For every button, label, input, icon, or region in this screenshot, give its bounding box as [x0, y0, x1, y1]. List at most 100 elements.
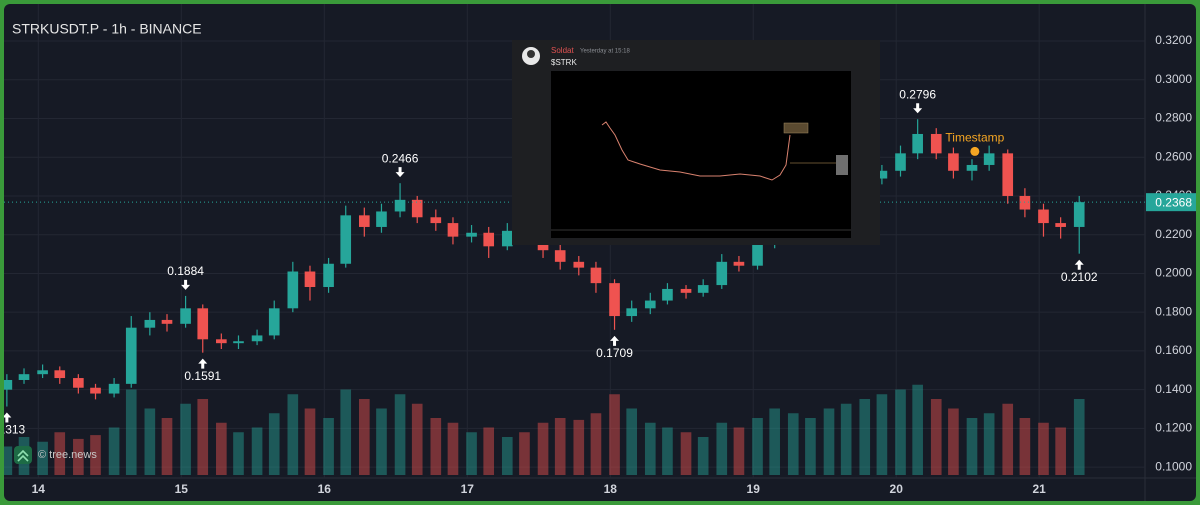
x-tick-label: 19	[747, 482, 761, 496]
volume-bar	[609, 394, 620, 475]
x-tick-label: 20	[890, 482, 904, 496]
candle-body	[501, 230, 513, 247]
candle-body	[197, 308, 209, 340]
volume-bar	[323, 418, 334, 475]
volume-bar	[716, 422, 728, 475]
timestamp-marker	[970, 146, 980, 156]
volume-bar	[251, 427, 263, 475]
candle-body	[144, 319, 156, 328]
candle-body	[912, 133, 923, 154]
last-price-label: 0.2368	[1155, 195, 1192, 209]
annotation-label: 0.2102	[1061, 270, 1098, 284]
candle-body	[37, 370, 48, 375]
annotation-label: 0.1709	[596, 346, 633, 360]
volume-bar	[447, 422, 459, 475]
volume-bar	[895, 389, 906, 475]
volume-bar	[876, 394, 888, 475]
annotation-arrow	[198, 358, 208, 369]
candle-body	[966, 164, 978, 171]
inset-axis-labels	[836, 155, 848, 175]
candle-body	[573, 261, 585, 268]
volume-bar	[483, 427, 495, 475]
candle-body	[358, 215, 370, 227]
candle-body	[4, 379, 13, 390]
y-tick-label: 0.1800	[1155, 304, 1192, 318]
volume-bar	[430, 418, 442, 475]
candle-body	[430, 217, 442, 224]
volume-bar	[823, 408, 835, 475]
avatar-head	[527, 50, 535, 58]
volume-bar	[4, 446, 13, 475]
volume-bar	[268, 413, 280, 475]
candle-body	[680, 288, 692, 293]
x-tick-label: 14	[32, 482, 46, 496]
volume-bar	[590, 413, 602, 475]
volume-bar	[1073, 399, 1085, 475]
volume-bar	[108, 427, 120, 475]
volume-bar	[411, 403, 423, 475]
y-tick-label: 0.3000	[1155, 72, 1192, 86]
volume-bar	[912, 384, 923, 475]
candle-body	[697, 285, 709, 293]
annotation-label: 0.1313	[0, 423, 26, 437]
volume-bar	[930, 399, 942, 475]
inset-post: Soldat Yesterday at 15:18 $STRK	[512, 40, 880, 245]
annotation-arrow	[1074, 259, 1084, 270]
y-tick-label: 0.2000	[1155, 266, 1192, 280]
candle-body	[287, 271, 299, 309]
volume-bar	[125, 389, 137, 475]
candle-body	[733, 261, 745, 266]
candle-body	[90, 387, 101, 394]
x-tick-label: 16	[318, 482, 332, 496]
y-tick-label: 0.3200	[1155, 33, 1192, 47]
volume-bar	[180, 403, 191, 475]
inset-box	[783, 122, 809, 134]
volume-bar	[733, 427, 745, 475]
volume-bar	[304, 408, 316, 475]
volume-bar	[376, 408, 387, 475]
watermark-logo-icon	[17, 449, 29, 462]
annotation-arrow	[181, 279, 191, 290]
candle-body	[447, 223, 459, 237]
y-tick-label: 0.1600	[1155, 343, 1192, 357]
annotation-label: 0.2466	[382, 151, 419, 165]
volume-bar	[340, 389, 352, 475]
candle-body	[251, 335, 263, 342]
y-tick-label: 0.2800	[1155, 111, 1192, 125]
candle-body	[216, 339, 227, 344]
candle-body	[609, 283, 620, 317]
volume-bar	[573, 419, 585, 475]
candle-body	[983, 153, 995, 165]
volume-bar	[1038, 422, 1049, 475]
volume-bar	[197, 399, 209, 475]
y-tick-label: 0.1200	[1155, 421, 1192, 435]
inset-time: Yesterday at 15:18	[580, 49, 630, 55]
candle-body	[125, 327, 137, 384]
x-tick-label: 21	[1033, 482, 1047, 496]
candle-body	[54, 370, 66, 379]
y-tick-label: 0.2600	[1155, 149, 1192, 163]
volume-bar	[1019, 418, 1031, 475]
volume-bar	[966, 418, 978, 475]
annotation-arrow	[913, 103, 923, 114]
candle-body	[268, 308, 280, 336]
y-tick-label: 0.2200	[1155, 227, 1192, 241]
x-tick-label: 15	[175, 482, 189, 496]
inset-text: $STRK	[551, 58, 577, 67]
candle-body	[340, 215, 352, 264]
x-tick-label: 17	[461, 482, 475, 496]
candle-body	[716, 261, 728, 286]
volume-bar	[358, 399, 370, 475]
volume-bar	[859, 399, 871, 475]
candle-body	[1019, 195, 1031, 210]
volume-bar	[948, 408, 959, 475]
volume-bar	[787, 413, 799, 475]
volume-bar	[90, 435, 101, 475]
candle-body	[18, 374, 30, 380]
candle-body	[180, 308, 191, 324]
annotation-label: 0.1591	[184, 369, 221, 383]
watermark: © tree.news	[38, 449, 97, 461]
annotation-arrow	[610, 335, 620, 346]
